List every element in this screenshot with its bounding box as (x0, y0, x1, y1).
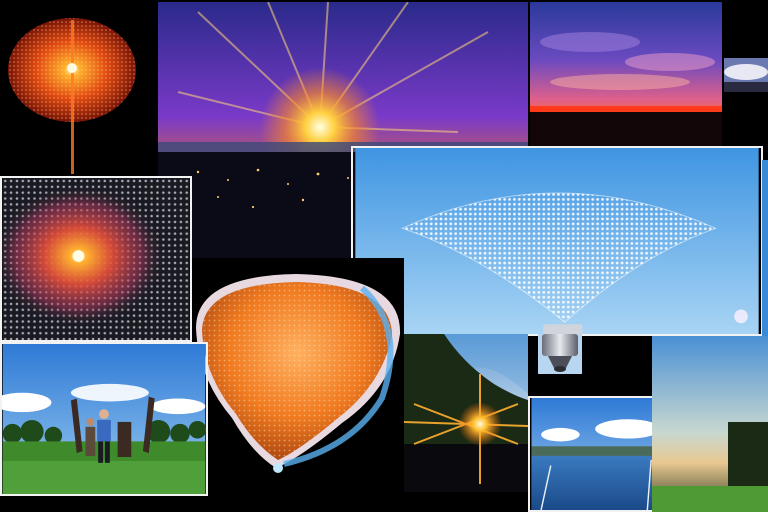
photo-sky-field (652, 336, 768, 512)
photo-edge-sliver (762, 160, 768, 336)
photo-cloud-strip (724, 58, 768, 92)
photo-sunset-hill (404, 334, 528, 492)
photo-dot-cone-projector (351, 146, 763, 336)
photo-orange-lens-dome (192, 258, 404, 510)
projector-lens-icon (538, 334, 582, 374)
photo-dotted-glow-orb (0, 176, 192, 342)
photo-meadow-people (0, 342, 208, 496)
photo-orange-orb (0, 0, 156, 176)
photo-sunset-clouds (530, 2, 722, 146)
